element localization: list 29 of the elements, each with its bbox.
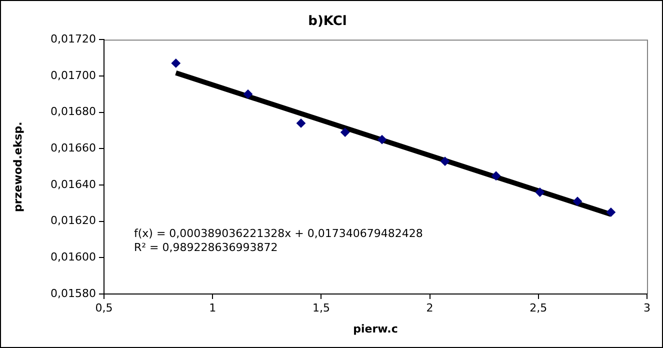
y-tick-label: 0,01680	[50, 105, 96, 118]
annotation: f(x) = 0,000389036221328x + 0,017340679482428	[134, 226, 423, 240]
point	[296, 118, 306, 128]
x-axis-title: pierw.c	[353, 322, 398, 336]
point	[171, 58, 180, 68]
chart-title: b)KCl	[308, 14, 347, 30]
annotation: R² = 0,989228636993872	[134, 240, 278, 254]
point	[492, 171, 501, 180]
y-tick-label: 0,01640	[50, 178, 96, 191]
x-tick-label: 1,5	[312, 301, 330, 314]
x-tick-label: 3	[644, 301, 650, 314]
y-tick-label: 0,01580	[50, 286, 96, 300]
point	[340, 128, 350, 137]
y-tick-label: 0,01620	[50, 214, 96, 228]
point	[572, 196, 582, 206]
y-tick-label: 0,01720	[50, 32, 96, 46]
x-tick-label: 2	[426, 301, 434, 314]
point	[244, 90, 253, 99]
x-tick-label: 0,5	[95, 301, 113, 314]
point	[535, 188, 544, 197]
y-tick-label: 0,01660	[50, 141, 96, 154]
point	[606, 208, 616, 217]
x-tick-label: 2,5	[530, 301, 548, 314]
y-tick-label: 0,01600	[50, 250, 96, 264]
point	[378, 135, 387, 144]
y-tick-label: 0,01700	[50, 68, 96, 82]
point	[440, 156, 450, 166]
x-tick-label: 1	[209, 301, 216, 314]
y-axis-title: przewod.eksp.	[11, 122, 24, 212]
